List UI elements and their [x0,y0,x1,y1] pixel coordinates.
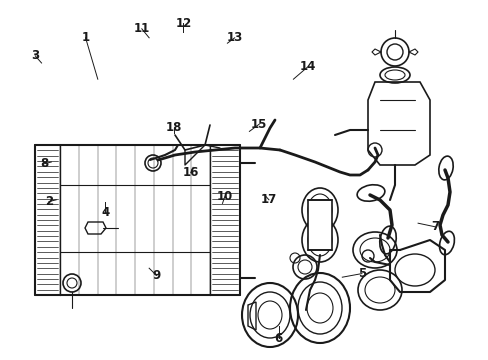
Text: 16: 16 [182,166,199,179]
Text: 1: 1 [81,31,89,44]
Text: 8: 8 [40,157,48,170]
Text: 5: 5 [357,267,365,280]
Text: 4: 4 [101,206,109,219]
Text: 17: 17 [260,193,277,206]
Text: 11: 11 [133,22,150,35]
Text: 14: 14 [299,60,316,73]
Text: 9: 9 [152,269,160,282]
Text: 6: 6 [274,332,282,345]
Text: 3: 3 [31,49,39,62]
Text: 10: 10 [216,190,233,203]
Text: 7: 7 [430,220,438,233]
Text: 2: 2 [45,195,53,208]
Text: 12: 12 [175,17,191,30]
Bar [307,200,331,250]
Text: 18: 18 [165,121,182,134]
Text: 13: 13 [226,31,243,44]
Text: 15: 15 [250,118,267,131]
